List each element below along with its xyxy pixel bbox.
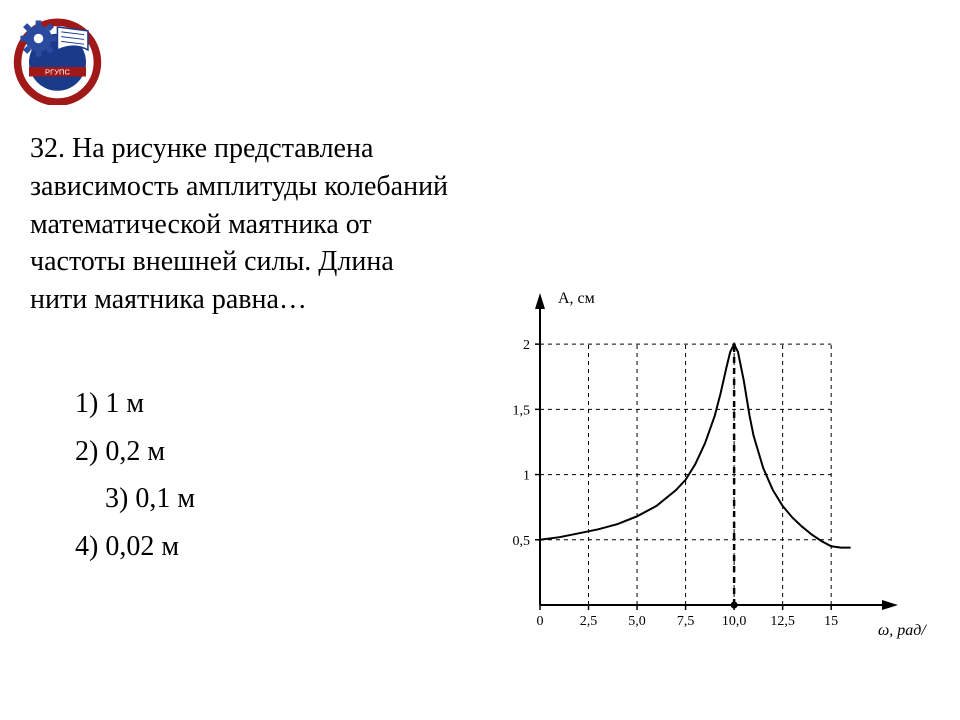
svg-text:А, см: А, см	[558, 290, 595, 307]
svg-text:2,5: 2,5	[580, 614, 598, 629]
svg-text:1: 1	[523, 469, 530, 484]
svg-text:15: 15	[824, 614, 838, 629]
svg-text:РГУПС: РГУПС	[45, 68, 70, 77]
svg-text:12,5: 12,5	[770, 614, 795, 629]
answer-2: 2) 0,2 м	[75, 428, 195, 476]
svg-text:ω, рад/: ω, рад/	[878, 622, 927, 639]
answer-4: 4) 0,02 м	[75, 523, 195, 571]
question-line-3: математической маятника от	[30, 209, 372, 240]
answer-3: 3) 0,1 м	[75, 475, 195, 523]
question-line-5: нити маятника равна…	[30, 284, 307, 315]
question-line-4: частоты внешней силы. Длина	[30, 246, 394, 277]
svg-text:7,5: 7,5	[677, 614, 695, 629]
answer-options: 1) 1 м 2) 0,2 м 3) 0,1 м 4) 0,02 м	[75, 380, 195, 570]
svg-text:5,0: 5,0	[628, 614, 646, 629]
svg-text:10,0: 10,0	[722, 614, 747, 629]
svg-text:2: 2	[523, 338, 530, 353]
resonance-chart: 0 2,5 5,0 7,5 10,0 12,5 15 0,5 1 1,5 2 А, см ω, рад/	[470, 285, 950, 665]
question-line-2: зависимость амплитуды колебаний	[30, 171, 448, 202]
svg-text:0,5: 0,5	[513, 534, 531, 549]
question-line-1: 32. На рисунке представлена	[30, 133, 373, 164]
svg-text:1,5: 1,5	[513, 403, 531, 418]
answer-1: 1) 1 м	[75, 380, 195, 428]
university-logo: РГУПС	[10, 10, 105, 105]
svg-text:0: 0	[537, 614, 544, 629]
